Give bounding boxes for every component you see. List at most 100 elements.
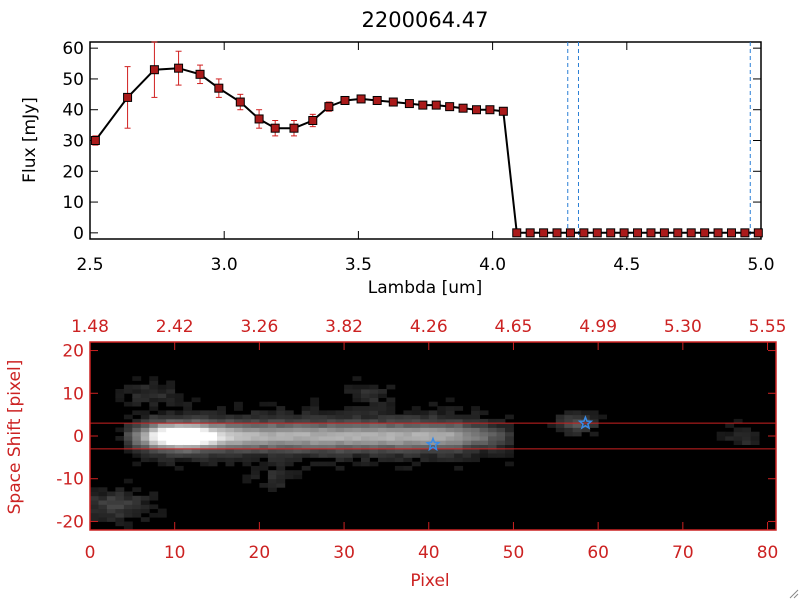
spatial-y-tick-label: -10 (56, 470, 84, 490)
image-cell (174, 410, 184, 416)
image-cell (361, 440, 370, 445)
image-cell (123, 427, 133, 433)
image-cell (132, 512, 142, 518)
image-cell (259, 448, 269, 454)
image-cell (369, 389, 379, 394)
image-cell (149, 393, 159, 398)
image-cell (208, 436, 218, 441)
spectrum-x-tick-label: 4.5 (613, 255, 640, 275)
image-cell (149, 436, 159, 441)
image-cell (589, 431, 599, 437)
image-cell (217, 436, 226, 441)
image-cell (123, 525, 133, 531)
image-cell (733, 440, 743, 445)
image-cell (250, 427, 260, 433)
image-cell (132, 440, 142, 445)
image-cell (157, 453, 167, 458)
image-cell (462, 453, 472, 458)
image-cell (310, 410, 320, 416)
image-cell (225, 418, 235, 424)
image-cell (301, 440, 311, 445)
image-cell (335, 448, 345, 454)
image-cell (106, 495, 116, 501)
image-cell (217, 453, 226, 458)
image-cell (505, 448, 514, 454)
image-cell (428, 427, 438, 433)
image-cell (361, 397, 370, 403)
image-cell (725, 423, 735, 428)
wavelength-top-tick-label: 4.99 (579, 317, 617, 337)
spatial-y-tick-label: 10 (62, 384, 84, 404)
image-cell (234, 401, 243, 407)
image-cell (581, 427, 591, 433)
image-cell (301, 423, 311, 428)
image-cell (454, 457, 464, 463)
image-cell (335, 465, 345, 471)
image-cell (259, 427, 269, 433)
image-cell (276, 483, 286, 488)
image-cell (352, 440, 362, 445)
image-cell (420, 453, 430, 458)
image-cell (140, 418, 150, 424)
image-cell (437, 423, 447, 428)
image-cell (140, 500, 150, 505)
spectrum-reference-lines (519, 42, 761, 239)
image-cell (276, 436, 286, 441)
image-cell (174, 448, 184, 454)
image-cell (403, 465, 413, 471)
image-cell (378, 389, 387, 394)
data-point-marker (149, 65, 159, 75)
spectrum-y-tick-label: 20 (62, 162, 84, 182)
image-cell (361, 393, 370, 398)
data-point-marker (445, 102, 455, 112)
image-cell (437, 444, 447, 450)
image-cell (225, 414, 235, 420)
data-point-marker (214, 83, 224, 93)
image-cell (496, 427, 506, 433)
image-cell (564, 431, 574, 437)
data-point-marker (525, 228, 535, 238)
image-cell (191, 448, 201, 454)
image-cell (454, 453, 464, 458)
image-cell (411, 453, 421, 458)
image-cell (301, 427, 311, 433)
image-cell (259, 423, 269, 428)
image-cell (327, 423, 336, 428)
image-cell (276, 440, 286, 445)
image-cell (335, 414, 345, 420)
image-cell (335, 431, 345, 437)
image-cell (259, 431, 269, 437)
image-cell (310, 453, 320, 458)
image-cell (386, 384, 396, 390)
image-cell (471, 457, 480, 463)
image-cell (242, 418, 252, 424)
image-cell (361, 384, 370, 390)
image-cell (411, 423, 421, 428)
resize-grip-icon[interactable] (789, 589, 799, 599)
image-cell (581, 410, 591, 416)
image-cell (344, 444, 353, 450)
image-cell (200, 436, 209, 441)
image-cell (106, 504, 116, 510)
image-cell (716, 431, 726, 437)
spectrum-x-axis-label: Lambda [um] (368, 278, 482, 298)
image-cell (123, 384, 133, 390)
image-cell (191, 427, 201, 433)
image-cell (123, 401, 133, 407)
image-cell (267, 478, 277, 484)
image-cell (293, 431, 303, 437)
image-cell (369, 406, 379, 411)
image-cell (259, 444, 269, 450)
image-cell (361, 444, 370, 450)
image-cell (225, 457, 235, 463)
image-cell (327, 453, 336, 458)
data-point-marker (740, 228, 750, 238)
image-cell (200, 457, 209, 463)
image-cell (123, 478, 133, 484)
image-cell (149, 401, 159, 407)
image-cell (403, 444, 413, 450)
image-cell (386, 414, 396, 420)
image-cell (437, 410, 447, 416)
image-cell (318, 431, 328, 437)
image-cell (123, 414, 133, 420)
